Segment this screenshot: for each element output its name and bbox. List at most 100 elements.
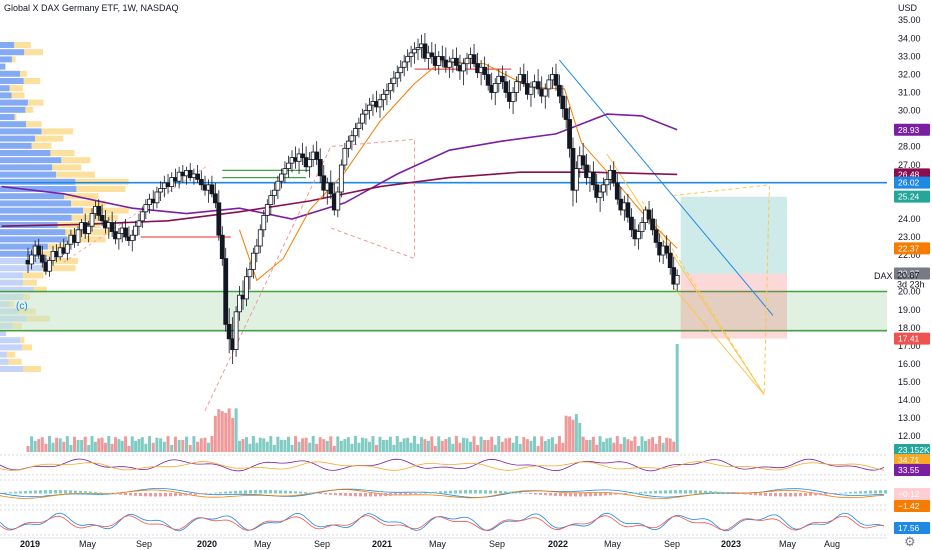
- candle-body: [36, 245, 42, 256]
- candle: [629, 208, 634, 237]
- macd-histogram-bar: [409, 493, 412, 495]
- macd-histogram-bar: [374, 493, 377, 497]
- macd-histogram-bar: [494, 490, 497, 494]
- candle: [436, 51, 442, 75]
- volume-bar: [392, 444, 396, 452]
- candle-body: [556, 84, 562, 97]
- volume-profile-bar: [0, 42, 15, 48]
- macd-histogram-bar: [379, 493, 382, 497]
- candle: [133, 220, 139, 241]
- candle-body: [639, 222, 645, 233]
- volume-bar: [162, 441, 166, 452]
- macd-histogram-bar: [734, 493, 737, 494]
- candle: [650, 208, 655, 236]
- macd-histogram-bar: [509, 491, 512, 494]
- volume-bar: [220, 411, 224, 452]
- volume-bar: [33, 440, 37, 452]
- volume-bar: [217, 409, 221, 452]
- macd-histogram-bar: [714, 491, 717, 494]
- macd-histogram-bar: [49, 490, 52, 494]
- candle: [446, 56, 452, 79]
- candle: [381, 88, 386, 111]
- macd-histogram-bar: [854, 491, 857, 494]
- volume-profile-bar: [31, 142, 52, 149]
- volume-bar: [568, 416, 572, 452]
- last-price-text: 20.87: [897, 270, 920, 280]
- trendline-blue: [559, 59, 774, 316]
- macd-histogram-bar: [294, 491, 297, 494]
- macd-tag-box: [894, 488, 930, 500]
- candle: [499, 65, 505, 89]
- candle: [510, 87, 516, 115]
- long-position-tool[interactable]: [680, 196, 787, 339]
- candle: [528, 81, 534, 107]
- volume-profile-bar: [0, 85, 10, 92]
- macd-histogram-bar: [19, 491, 22, 494]
- drawings: [63, 59, 774, 412]
- volume-bar: [110, 443, 114, 452]
- volume-bar: [605, 438, 609, 452]
- volume-bar: [346, 437, 350, 452]
- volume-bar: [416, 443, 420, 452]
- macd-histogram-bar: [229, 491, 232, 494]
- candle-body: [471, 54, 477, 65]
- volume-profile-bar: [0, 344, 22, 351]
- candle-body: [604, 178, 610, 186]
- volume-bar: [65, 436, 69, 452]
- candle-body: [664, 245, 670, 254]
- candle: [195, 165, 201, 183]
- volume-bar: [159, 438, 163, 452]
- candle-body: [521, 74, 527, 84]
- candle-body: [629, 216, 634, 231]
- volume-profile-bar: [76, 186, 126, 192]
- macd-histogram-bar: [569, 493, 572, 497]
- candle: [422, 32, 428, 62]
- candle: [604, 172, 610, 196]
- volume-profile-bar: [14, 114, 17, 120]
- volume-bar: [447, 437, 451, 452]
- candle-body: [250, 252, 256, 270]
- volume-bar: [297, 441, 301, 452]
- candle: [99, 204, 105, 227]
- rsi-tag-text: 33.55: [898, 465, 920, 475]
- price-tick-label: 19.00: [898, 305, 921, 315]
- time-tick-label: 2020: [197, 539, 217, 549]
- volume-bar: [533, 436, 537, 452]
- macd-histogram-bar: [384, 493, 387, 497]
- candle: [639, 217, 645, 239]
- volume-profile-bar: [0, 250, 39, 257]
- volume-profile-bar: [0, 114, 15, 120]
- volume-bar: [137, 439, 141, 452]
- price-axis[interactable]: 35.00 34.00 33.00 32.00 31.00 30.00 28.00 27.00…: [898, 15, 921, 464]
- macd-histogram-bar: [864, 490, 867, 494]
- candle: [363, 103, 369, 125]
- candle-body: [492, 83, 498, 93]
- gear-icon[interactable]: ⚙: [904, 534, 916, 549]
- time-axis[interactable]: 2019 May Sep 2020 May Sep 2021 May Sep 2022 May Sep…: [0, 537, 887, 549]
- candle: [338, 159, 344, 198]
- volume-profile-bar: [0, 128, 42, 135]
- volume-bar: [44, 443, 48, 452]
- volume-profile-bar: [0, 193, 65, 200]
- volume-bar: [629, 440, 633, 452]
- volume-profile-bar: [0, 157, 62, 164]
- macd-histogram-bar: [84, 491, 87, 494]
- volume-profile-bar: [71, 214, 118, 221]
- volume-profile-bar: [41, 128, 74, 135]
- candle: [29, 249, 34, 270]
- macd-histogram-bar: [504, 491, 507, 494]
- volume-bar: [238, 440, 242, 452]
- volume-profile-bar: [20, 337, 25, 344]
- candle: [401, 54, 407, 77]
- macd-histogram-bar: [129, 493, 132, 496]
- candle-body: [415, 47, 421, 50]
- candle: [216, 190, 222, 241]
- ma-maroon-line: [1, 171, 678, 227]
- volume-profile-bar: [0, 358, 9, 365]
- macd-histogram-bar: [704, 490, 707, 494]
- macd-histogram-bar: [814, 493, 817, 496]
- macd-histogram-bar: [444, 490, 447, 494]
